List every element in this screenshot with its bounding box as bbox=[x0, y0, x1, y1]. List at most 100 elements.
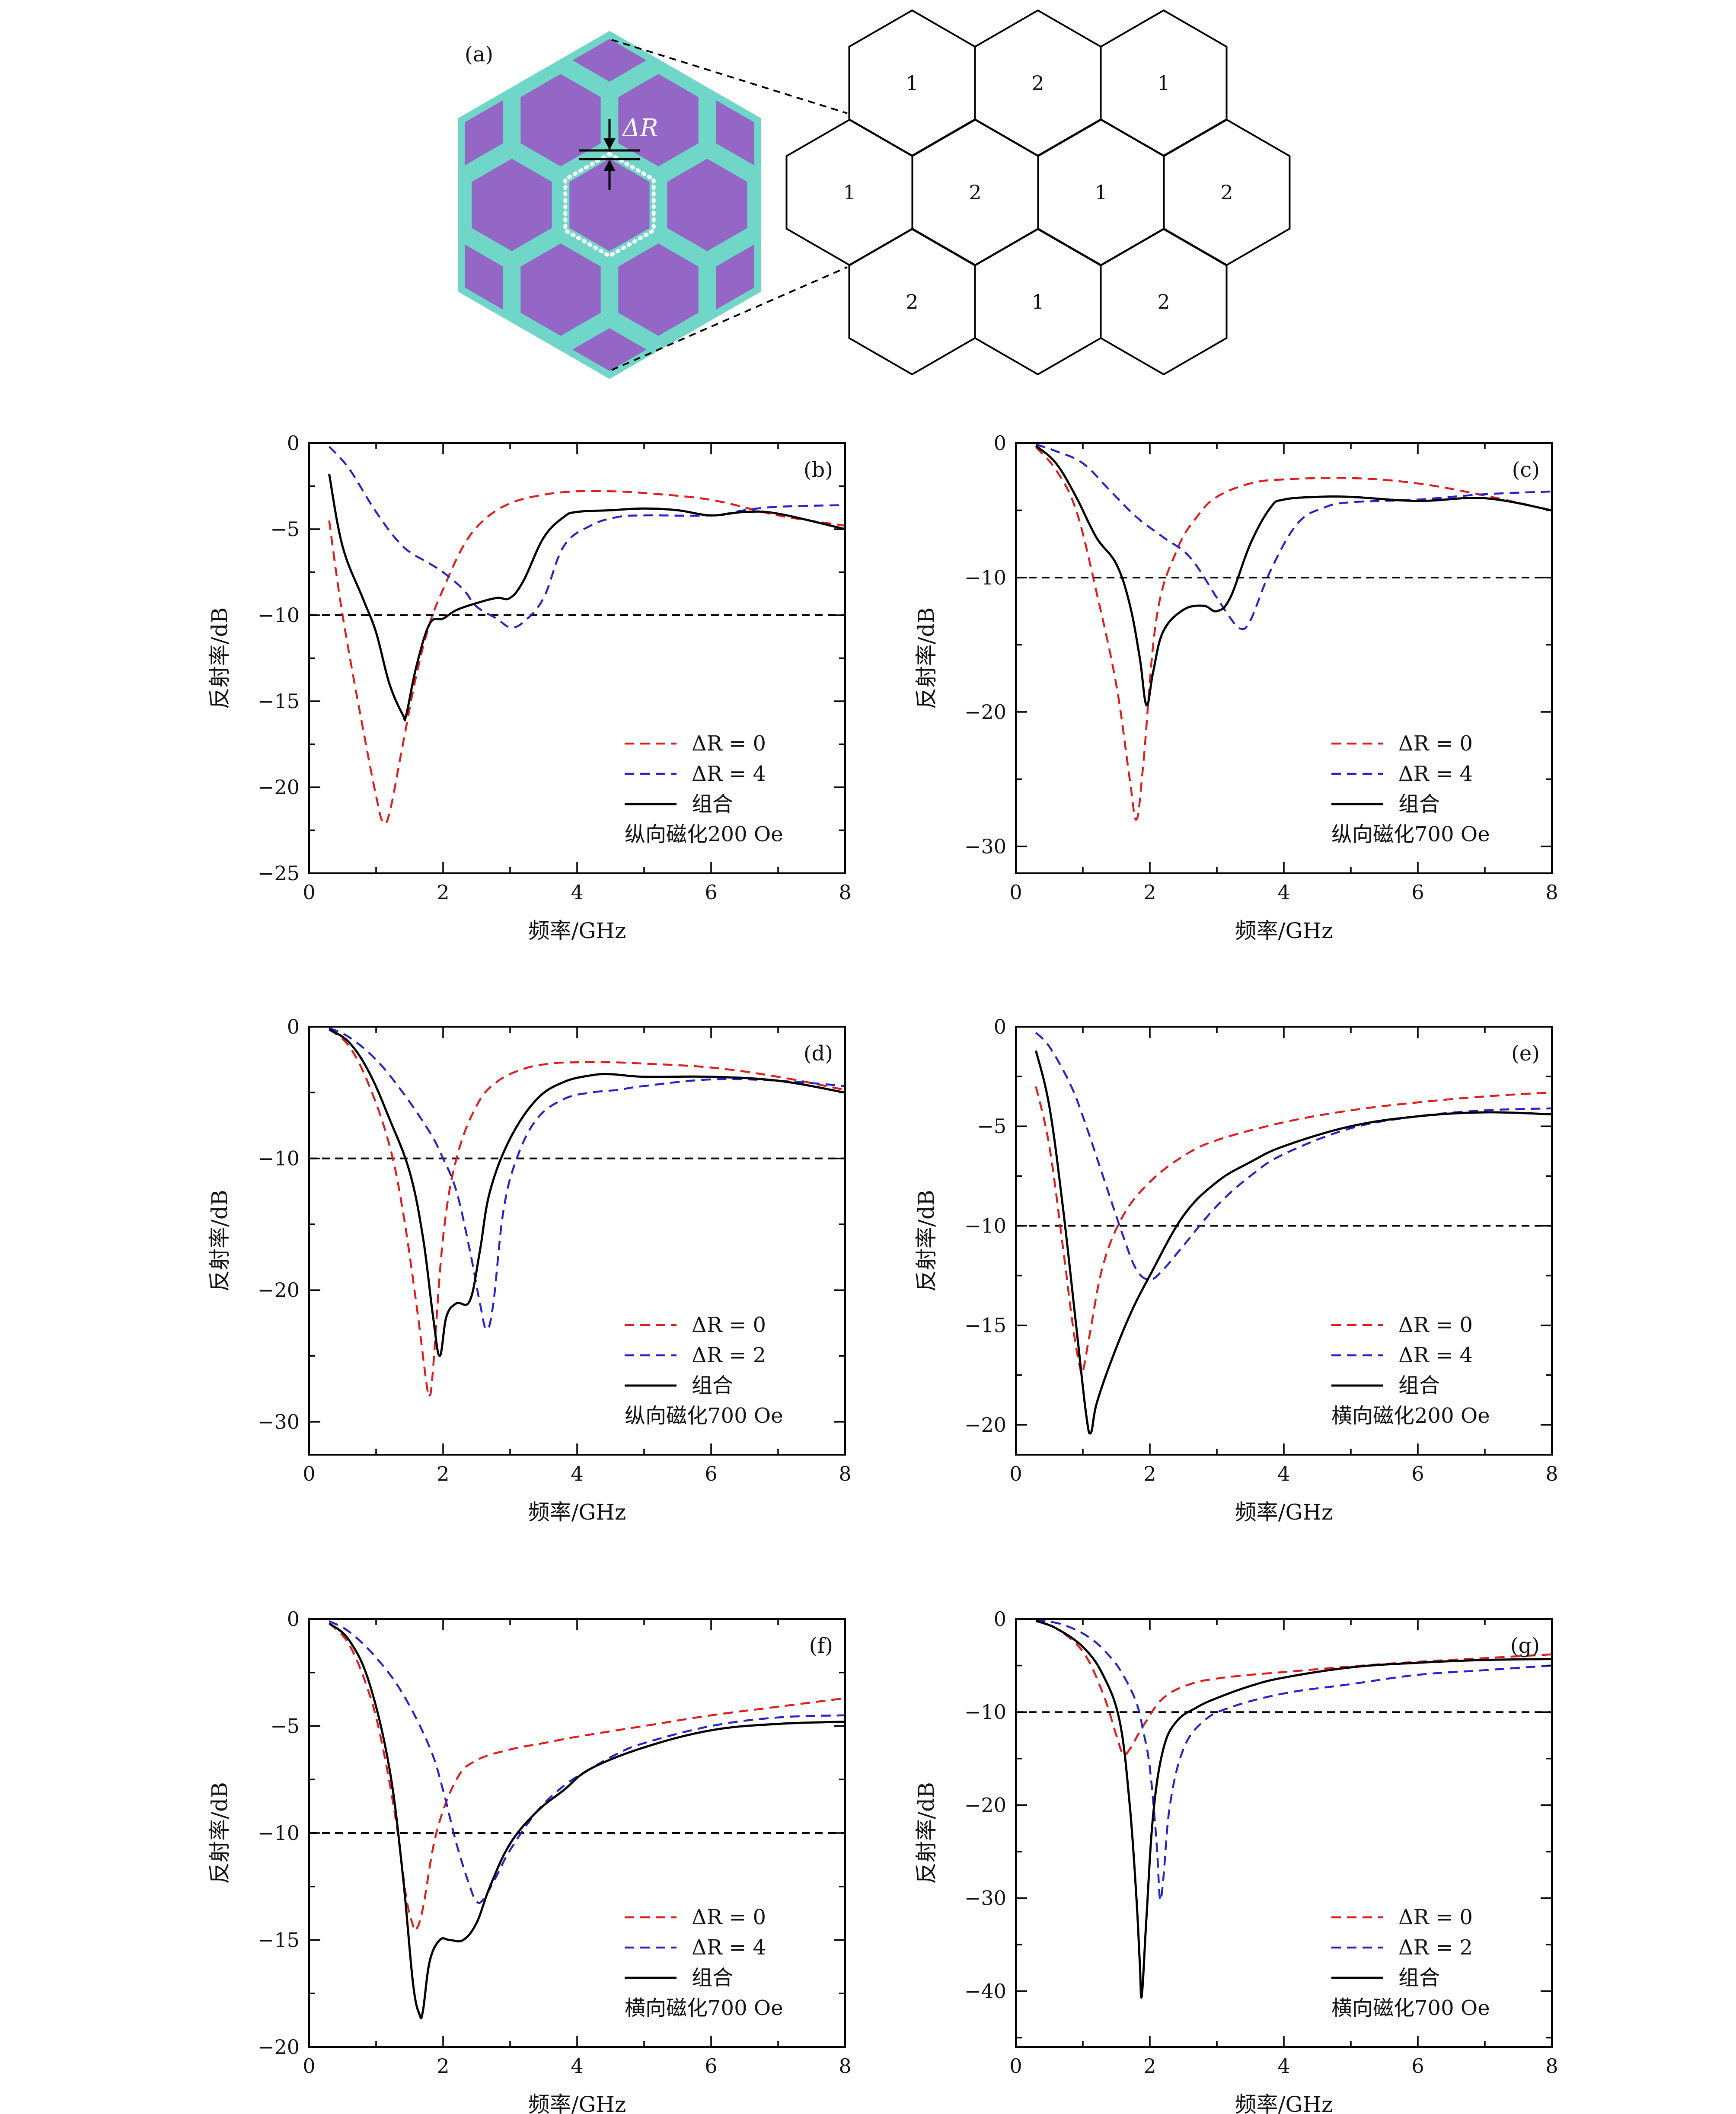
x-tick-label: 8 bbox=[1545, 2054, 1558, 2078]
y-axis-label: 反射率/dB bbox=[914, 607, 939, 709]
legend-entry: ΔR = 0 bbox=[1398, 1905, 1473, 1929]
series-line-3 bbox=[1035, 1619, 1552, 1999]
tiling-hexagon-number: 1 bbox=[906, 71, 918, 95]
y-tick-label: 0 bbox=[287, 1607, 300, 1631]
y-tick-label: −40 bbox=[964, 1980, 1006, 2003]
x-axis-label: 频率/GHz bbox=[1235, 2092, 1333, 2114]
panel-label: (b) bbox=[804, 458, 833, 482]
zoom-line-bottom bbox=[611, 266, 848, 371]
x-axis-label: 频率/GHz bbox=[1235, 1500, 1333, 1525]
panel-label: (f) bbox=[809, 1634, 833, 1658]
series-line-1 bbox=[328, 490, 845, 825]
x-tick-label: 4 bbox=[571, 2054, 583, 2078]
panel-label: (e) bbox=[1511, 1041, 1540, 1066]
tiling-hexagon-number: 1 bbox=[1095, 181, 1107, 204]
series-line-2 bbox=[1035, 1032, 1552, 1281]
y-axis-label: 反射率/dB bbox=[207, 607, 232, 709]
legend-entry: ΔR = 4 bbox=[1398, 762, 1473, 786]
y-tick-label: −5 bbox=[270, 517, 300, 541]
y-tick-label: 0 bbox=[994, 1015, 1006, 1038]
x-tick-label: 6 bbox=[705, 881, 717, 904]
y-tick-label: −10 bbox=[258, 1821, 300, 1845]
y-tick-label: −30 bbox=[964, 1887, 1006, 1910]
x-tick-label: 8 bbox=[839, 1462, 851, 1485]
series-line-3 bbox=[329, 1028, 845, 1357]
tiling-hexagon-number: 1 bbox=[1031, 290, 1044, 313]
x-tick-label: 8 bbox=[839, 2054, 851, 2078]
condition-label: 横向磁化200 Oe bbox=[1331, 1404, 1490, 1428]
tiling-hexagon-number: 2 bbox=[1031, 71, 1044, 95]
tiling-hexagon-number: 2 bbox=[1157, 290, 1170, 313]
delta-r-label: ΔR bbox=[622, 114, 658, 142]
tiling-hexagon-number: 2 bbox=[906, 290, 918, 313]
x-tick-label: 0 bbox=[303, 1462, 315, 1485]
x-tick-label: 0 bbox=[1009, 1462, 1022, 1485]
x-tick-label: 6 bbox=[705, 2054, 717, 2078]
x-tick-label: 2 bbox=[1143, 1462, 1156, 1485]
series-line-2 bbox=[1035, 443, 1552, 630]
x-tick-label: 0 bbox=[1009, 881, 1022, 904]
condition-label: 横向磁化700 Oe bbox=[625, 1996, 783, 2020]
x-tick-label: 2 bbox=[437, 1462, 449, 1485]
condition-label: 纵向磁化700 Oe bbox=[1331, 822, 1490, 846]
y-tick-label: −20 bbox=[258, 776, 300, 799]
legend-entry: ΔR = 2 bbox=[1398, 1935, 1473, 1960]
series-line-1 bbox=[329, 1028, 845, 1398]
y-tick-label: −10 bbox=[964, 1700, 1006, 1724]
legend-entry: 组合 bbox=[692, 1373, 733, 1398]
y-tick-label: −30 bbox=[964, 835, 1006, 858]
legend-entry: ΔR = 0 bbox=[692, 731, 766, 756]
y-tick-label: −20 bbox=[258, 2035, 300, 2059]
x-tick-label: 4 bbox=[571, 1462, 583, 1485]
legend-entry: ΔR = 0 bbox=[1398, 731, 1473, 756]
y-tick-label: −15 bbox=[964, 1314, 1006, 1337]
y-axis-label: 反射率/dB bbox=[914, 1782, 939, 1884]
x-tick-label: 4 bbox=[1277, 2054, 1290, 2078]
x-tick-label: 2 bbox=[1143, 2054, 1156, 2078]
x-tick-label: 0 bbox=[1009, 2054, 1022, 2078]
x-tick-label: 4 bbox=[571, 881, 583, 904]
legend-entry: ΔR = 4 bbox=[692, 1935, 766, 1960]
chart-panel-b: 0 2 4 6 8 0 −5 −10 −15 −20 −25 频率/GHz 反射率/dB (b) ΔR = … bbox=[207, 431, 852, 943]
y-tick-label: 0 bbox=[287, 1015, 300, 1038]
series-line-1 bbox=[1035, 446, 1552, 821]
x-tick-label: 6 bbox=[1411, 881, 1424, 904]
series-line-3 bbox=[328, 474, 845, 722]
hexagon-tiling: 1 2 1 1 2 1 2 2 1 2 bbox=[785, 9, 1291, 376]
condition-label: 横向磁化700 Oe bbox=[1331, 1996, 1490, 2020]
legend-entry: ΔR = 2 bbox=[692, 1343, 766, 1367]
arrow-head-down-icon bbox=[603, 138, 616, 150]
arrow-head-up-icon bbox=[603, 160, 616, 171]
y-tick-label: −20 bbox=[964, 1793, 1006, 1817]
y-tick-label: −20 bbox=[258, 1278, 300, 1302]
panel-a-label: (a) bbox=[465, 42, 493, 67]
y-tick-label: −10 bbox=[964, 1214, 1006, 1237]
tiling-hexagon bbox=[1100, 228, 1228, 376]
x-tick-label: 8 bbox=[1545, 881, 1558, 904]
legend-entry: ΔR = 0 bbox=[692, 1313, 766, 1337]
legend-entry: ΔR = 0 bbox=[1398, 1313, 1473, 1337]
legend-entry: 组合 bbox=[1398, 1373, 1440, 1398]
series-line-2 bbox=[1036, 1619, 1552, 1902]
x-axis-label: 频率/GHz bbox=[528, 1500, 626, 1525]
dotted-cell-outline bbox=[563, 151, 656, 259]
x-tick-label: 2 bbox=[437, 881, 449, 904]
legend-entry: 组合 bbox=[1398, 1966, 1440, 1990]
legend-entry: 组合 bbox=[692, 1966, 733, 1990]
y-tick-label: −20 bbox=[964, 700, 1006, 724]
y-tick-label: −10 bbox=[258, 604, 300, 627]
y-axis-label: 反射率/dB bbox=[207, 1782, 232, 1884]
chart-panel-e: 0 2 4 6 8 0 −5 −10 −15 −20 频率/GHz 反射率/dB (e) ΔR = 0 ΔR… bbox=[914, 1015, 1558, 1525]
legend-entry: ΔR = 4 bbox=[1398, 1343, 1473, 1367]
y-axis-label: 反射率/dB bbox=[914, 1190, 939, 1292]
y-tick-label: −5 bbox=[270, 1715, 300, 1738]
y-tick-label: −25 bbox=[258, 862, 300, 885]
y-tick-label: −20 bbox=[964, 1413, 1006, 1437]
x-tick-label: 8 bbox=[839, 881, 851, 904]
y-tick-label: −5 bbox=[977, 1114, 1006, 1138]
y-axis-label: 反射率/dB bbox=[207, 1190, 232, 1292]
chart-panel-c: 0 2 4 6 8 0 −10 −20 −30 频率/GHz 反射率/dB (c) ΔR = 0 ΔR =… bbox=[914, 431, 1558, 943]
y-tick-label: 0 bbox=[287, 431, 300, 455]
tiling-hexagon-number: 2 bbox=[969, 181, 981, 204]
x-axis-label: 频率/GHz bbox=[528, 918, 626, 943]
